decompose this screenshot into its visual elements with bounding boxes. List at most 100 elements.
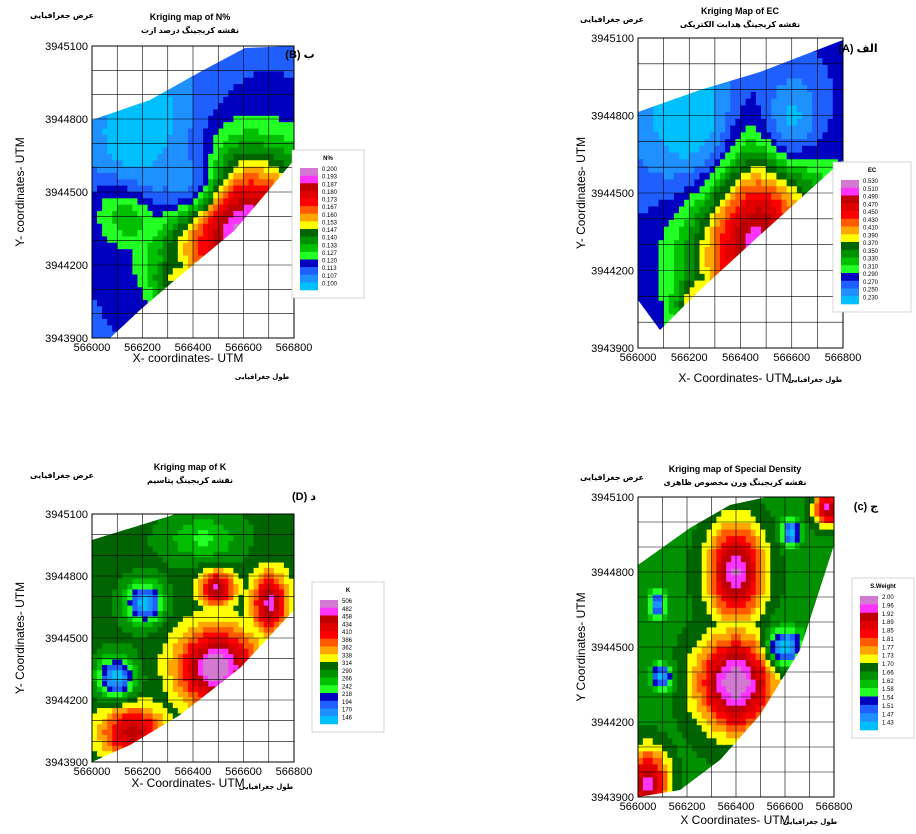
- surface-cell: [715, 328, 721, 335]
- surface-cell: [107, 154, 113, 161]
- surface-cell: [127, 109, 133, 116]
- surface-cell: [208, 243, 214, 250]
- surface-cell: [689, 220, 695, 227]
- surface-cell: [259, 611, 265, 617]
- surface-cell: [198, 90, 204, 97]
- surface-cell: [254, 129, 260, 136]
- surface-cell: [173, 46, 179, 53]
- surface-cell: [92, 52, 98, 59]
- surface-cell: [259, 595, 265, 601]
- surface-cell: [254, 211, 260, 218]
- surface-cell: [198, 546, 204, 552]
- surface-cell: [766, 200, 772, 207]
- surface-cell: [689, 119, 695, 126]
- surface-cell: [168, 654, 174, 660]
- surface-cell: [279, 643, 285, 649]
- surface-cell: [178, 198, 184, 205]
- surface-cell: [233, 154, 239, 161]
- surface-cell: [127, 243, 133, 250]
- surface-cell: [223, 536, 229, 542]
- surface-cell: [153, 319, 159, 326]
- surface-cell: [807, 126, 813, 133]
- surface-cell: [102, 627, 108, 633]
- surface-cell: [148, 186, 154, 193]
- surface-cell: [823, 58, 829, 65]
- surface-cell: [279, 584, 285, 590]
- surface-cell: [107, 179, 113, 186]
- surface-cell: [679, 78, 685, 85]
- surface-cell: [198, 568, 204, 574]
- surface-cell: [771, 99, 777, 106]
- surface-cell: [669, 153, 675, 160]
- surface-cell: [223, 622, 229, 628]
- surface-cell: [117, 546, 123, 552]
- surface-cell: [153, 643, 159, 649]
- surface-cell: [153, 552, 159, 558]
- surface-cell: [279, 103, 285, 110]
- surface-cell: [233, 584, 239, 590]
- surface-cell: [766, 328, 772, 335]
- surface-cell: [638, 173, 644, 180]
- surface-cell: [679, 173, 685, 180]
- surface-cell: [208, 186, 214, 193]
- surface-cell: [664, 126, 670, 133]
- surface-cell: [249, 306, 255, 313]
- surface-cell: [97, 122, 103, 129]
- surface-cell: [92, 660, 98, 666]
- surface-cell: [183, 141, 189, 148]
- surface-cell: [97, 173, 103, 180]
- surface-cell: [107, 236, 113, 243]
- surface-cell: [198, 71, 204, 78]
- surface-cell: [208, 255, 214, 262]
- surface-cell: [92, 205, 98, 212]
- surface-cell: [92, 552, 98, 558]
- surface-cell: [168, 192, 174, 199]
- surface-cell: [117, 116, 123, 123]
- surface-cell: [279, 249, 285, 256]
- surface-cell: [158, 84, 164, 91]
- surface-cell: [269, 281, 275, 288]
- surface-cell: [228, 654, 234, 660]
- surface-cell: [679, 233, 685, 240]
- surface-cell: [127, 563, 133, 569]
- surface-cell: [700, 227, 706, 234]
- surface-cell: [756, 99, 762, 106]
- surface-cell: [178, 579, 184, 585]
- surface-cell: [792, 51, 798, 58]
- surface-cell: [792, 341, 798, 348]
- surface-cell: [643, 85, 649, 92]
- surface-cell: [97, 530, 103, 536]
- surface-cell: [122, 103, 128, 110]
- surface-cell: [269, 224, 275, 231]
- surface-cell: [259, 205, 265, 212]
- surface-cell: [648, 220, 654, 227]
- surface-cell: [143, 84, 149, 91]
- surface-cell: [208, 579, 214, 585]
- surface-cell: [228, 584, 234, 590]
- surface-cell: [653, 328, 659, 335]
- surface-cell: [259, 579, 265, 585]
- surface-cell: [259, 530, 265, 536]
- surface-cell: [153, 306, 159, 313]
- surface-cell: [173, 122, 179, 129]
- surface-cell: [198, 78, 204, 85]
- surface-cell: [183, 90, 189, 97]
- surface-cell: [823, 78, 829, 85]
- surface-cell: [254, 281, 260, 288]
- surface-cell: [751, 180, 757, 187]
- surface-cell: [153, 514, 159, 520]
- surface-cell: [218, 65, 224, 72]
- surface-cell: [208, 230, 214, 237]
- surface-cell: [254, 584, 260, 590]
- surface-cell: [153, 141, 159, 148]
- surface-cell: [807, 254, 813, 261]
- surface-cell: [233, 59, 239, 66]
- surface-cell: [153, 275, 159, 282]
- surface-cell: [183, 519, 189, 525]
- surface-cell: [828, 45, 834, 52]
- surface-cell: [782, 146, 788, 153]
- surface-cell: [730, 159, 736, 166]
- surface-cell: [127, 546, 133, 552]
- surface-cell: [797, 38, 803, 45]
- surface-cell: [198, 243, 204, 250]
